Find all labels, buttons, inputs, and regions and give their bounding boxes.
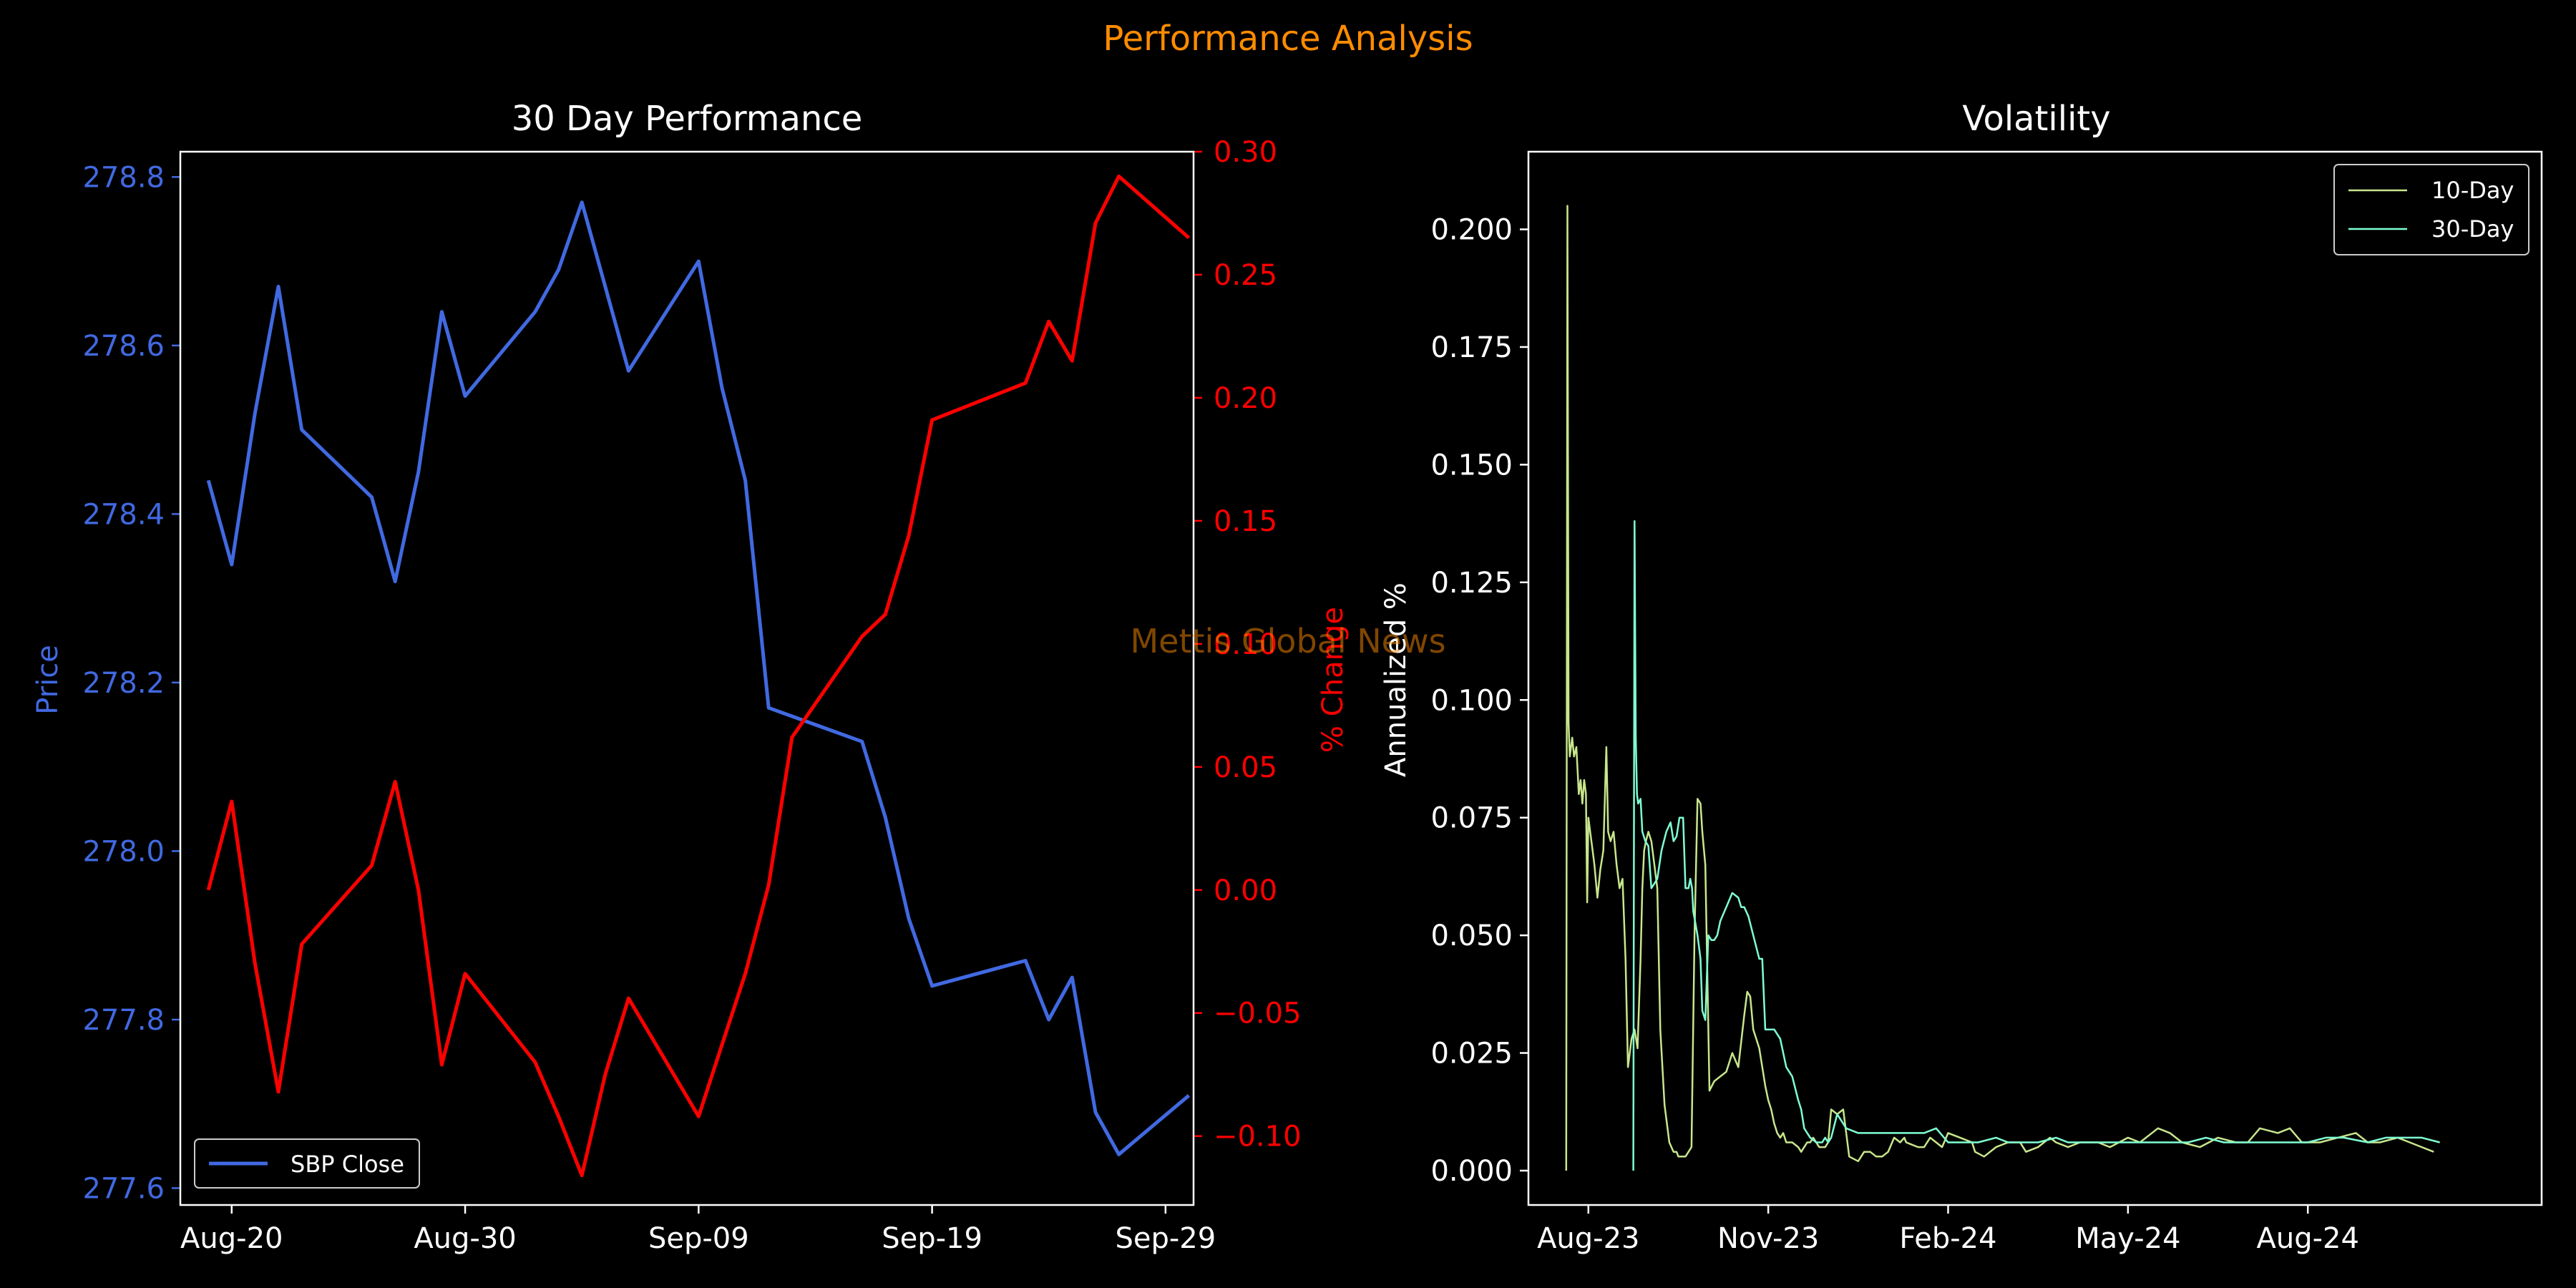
left-plot-frame (179, 150, 1195, 1206)
price-tick-label: 277.8 (82, 1004, 165, 1037)
legend-box (2333, 164, 2529, 255)
price-tick-label: 277.6 (82, 1172, 165, 1205)
panel-title: 30 Day Performance (512, 99, 863, 139)
annualized-axis-label: Annualized % (1380, 582, 1413, 777)
volatility-tick-label: 0.175 (1430, 331, 1513, 364)
pct-change-series-line (206, 174, 1191, 1178)
pct-tick-label: 0.05 (1214, 751, 1277, 784)
sbp-close-series-line (206, 200, 1191, 1156)
price-tick-label: 278.0 (82, 835, 165, 868)
left-axis-ticks: 277.6 277.8 278.0 278.2 278.4 278.6 278.8 −0.10… (82, 136, 1301, 1255)
volatility-tick-label: 0.000 (1430, 1155, 1513, 1188)
pct-tick-label: 0.30 (1214, 136, 1277, 169)
figure-suptitle: Performance Analysis (1103, 19, 1473, 59)
right-legend: 10-Day 30-Day (2333, 164, 2529, 255)
date-tick-label: Aug-30 (414, 1222, 516, 1255)
right-plot-lines (1565, 205, 2440, 1171)
pct-tick-label: 0.10 (1214, 628, 1277, 661)
month-tick-label: May-24 (2075, 1222, 2180, 1255)
watermark: Mettis Global News (1130, 622, 1445, 660)
date-tick-label: Sep-29 (1115, 1222, 1216, 1255)
pct-tick-label: 0.20 (1214, 382, 1277, 415)
price-tick-label: 278.4 (82, 498, 165, 531)
date-tick-label: Sep-19 (882, 1222, 982, 1255)
volatility-tick-label: 0.125 (1430, 567, 1513, 600)
legend-box (194, 1138, 420, 1189)
right-plot-frame (1527, 150, 2543, 1206)
pct-tick-label: −0.10 (1214, 1121, 1302, 1153)
legend-label-sbp-close: SBP Close (291, 1151, 404, 1178)
volatility-tick-label: 0.200 (1430, 214, 1513, 247)
pct-change-axis-label: % Change (1317, 607, 1350, 753)
volatility-tick-label: 0.050 (1430, 919, 1513, 952)
month-tick-label: Aug-23 (1537, 1222, 1639, 1255)
panel-volatility: Volatility Annualized % 0.0000.0250.0500… (1380, 99, 2543, 1255)
left-legend: SBP Close (194, 1138, 420, 1189)
price-tick-label: 278.6 (82, 330, 165, 363)
vol-30-day-series-line (1632, 520, 2440, 1171)
price-tick-label: 278.8 (82, 161, 165, 194)
legend-label-30-day: 30-Day (2431, 215, 2514, 243)
date-tick-label: Aug-20 (180, 1222, 283, 1255)
left-plot-lines (206, 174, 1191, 1178)
legend-label-10-day: 10-Day (2431, 177, 2514, 204)
pct-tick-label: 0.00 (1214, 874, 1277, 907)
price-axis-label: Price (31, 645, 64, 715)
right-axis-ticks: 0.000 0.025 0.050 0.075 0.100 0.125 0.150 0.175… (1430, 214, 2358, 1255)
month-tick-label: Feb-24 (1899, 1222, 1996, 1255)
volatility-tick-label: 0.025 (1430, 1038, 1513, 1070)
month-tick-label: Aug-24 (2257, 1222, 2359, 1255)
pct-tick-label: 0.25 (1214, 259, 1277, 292)
panel-30-day-performance: 30 Day Performance Price % Change 277.62… (31, 99, 1350, 1255)
price-tick-label: 278.2 (82, 667, 165, 700)
date-tick-label: Sep-09 (648, 1222, 749, 1255)
pct-tick-label: −0.05 (1214, 997, 1302, 1030)
volatility-tick-label: 0.100 (1430, 684, 1513, 717)
month-tick-label: Nov-23 (1717, 1222, 1819, 1255)
volatility-tick-label: 0.150 (1430, 449, 1513, 482)
panel-title: Volatility (1962, 99, 2110, 139)
volatility-tick-label: 0.075 (1430, 802, 1513, 835)
pct-tick-label: 0.15 (1214, 505, 1277, 538)
